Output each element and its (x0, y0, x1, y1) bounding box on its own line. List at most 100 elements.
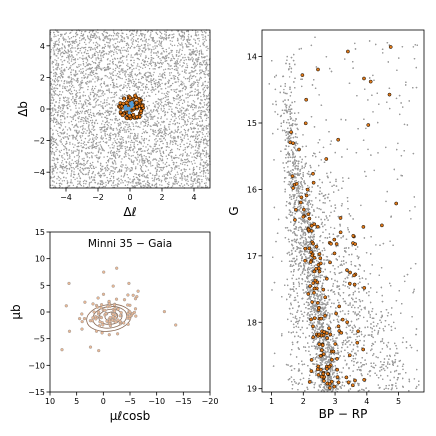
field-star (207, 101, 210, 103)
field-star (150, 34, 152, 36)
field-star (155, 182, 158, 185)
field-star (205, 185, 207, 187)
field-star (90, 114, 93, 117)
field-star (183, 76, 185, 78)
field-star (85, 73, 87, 75)
field-star (107, 97, 109, 99)
field-star (141, 84, 143, 87)
field-star (184, 178, 186, 180)
field-star (72, 162, 75, 165)
field-star (155, 131, 157, 133)
field-star (175, 68, 177, 70)
field-star (196, 51, 198, 53)
field-star (206, 64, 209, 66)
field-star (164, 60, 166, 62)
field-star (171, 44, 173, 47)
field-star (134, 84, 136, 86)
cmd-field-star (291, 313, 294, 315)
field-star (184, 170, 186, 173)
field-star (197, 118, 199, 120)
field-star (188, 80, 190, 83)
field-star (176, 51, 178, 53)
field-star (199, 182, 201, 184)
field-star (73, 62, 75, 65)
field-star (62, 172, 64, 174)
field-star (130, 39, 132, 41)
field-star (121, 77, 123, 80)
field-star (185, 87, 187, 90)
field-star (101, 105, 104, 107)
field-star (118, 128, 121, 131)
field-star (127, 136, 129, 139)
field-star (195, 134, 197, 136)
field-star (135, 31, 138, 33)
field-star (147, 30, 149, 32)
field-star (71, 93, 74, 95)
field-star (67, 99, 69, 101)
field-star (74, 35, 77, 38)
field-star (183, 83, 185, 85)
field-star (148, 38, 150, 41)
field-star (184, 147, 186, 149)
field-star (64, 96, 67, 99)
field-star (92, 186, 94, 188)
field-star (91, 60, 94, 63)
field-star (66, 154, 69, 157)
field-star (52, 97, 54, 99)
field-star (102, 67, 104, 69)
field-star (102, 92, 104, 94)
pm-x-label: μℓcosb (110, 409, 150, 423)
field-star (140, 53, 142, 55)
field-star (195, 105, 198, 107)
field-star (187, 96, 189, 99)
field-star (99, 84, 102, 86)
field-star (81, 135, 84, 137)
field-star (152, 174, 154, 176)
field-star (130, 82, 133, 84)
field-star (161, 169, 163, 172)
field-star (81, 146, 84, 149)
field-star (50, 102, 52, 104)
field-star (72, 63, 74, 66)
field-star (147, 45, 149, 47)
field-star (204, 111, 206, 113)
field-star (53, 72, 55, 75)
field-star (78, 155, 81, 158)
field-star (168, 105, 170, 108)
field-star (183, 137, 185, 139)
field-star (92, 137, 94, 139)
field-star (122, 164, 124, 166)
field-star (53, 31, 55, 34)
field-star (190, 122, 192, 124)
field-star (68, 50, 70, 52)
field-star (194, 33, 197, 35)
field-star (137, 133, 139, 135)
field-star (91, 164, 93, 166)
field-star (160, 117, 162, 120)
x-tick-label: −20 (202, 397, 219, 406)
field-star (169, 102, 171, 104)
field-star (190, 183, 192, 185)
field-star (164, 114, 166, 117)
field-star (70, 80, 72, 82)
field-star (58, 184, 61, 187)
field-star (79, 47, 82, 50)
field-star (155, 171, 158, 173)
field-star (159, 184, 161, 186)
field-star (73, 168, 76, 170)
field-star (101, 77, 103, 80)
field-star (84, 101, 86, 104)
field-star (104, 141, 107, 144)
field-star (110, 154, 113, 157)
field-star (164, 37, 167, 40)
field-star (203, 41, 206, 43)
field-star (106, 63, 109, 65)
field-star (132, 149, 134, 151)
field-star (193, 173, 196, 176)
field-star (193, 153, 195, 155)
pm-star (88, 345, 93, 349)
field-star (138, 183, 141, 185)
field-star (72, 176, 75, 178)
field-star (52, 167, 55, 170)
field-star (191, 106, 194, 109)
